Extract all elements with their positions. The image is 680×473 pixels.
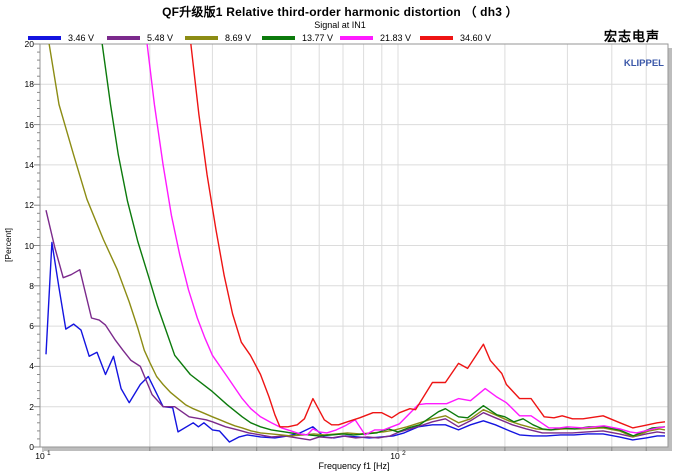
legend-item: 8.69 V	[185, 32, 251, 43]
y-tick-label: 8	[29, 280, 34, 291]
y-tick-label: 0	[29, 442, 34, 452]
x-axis-label: Frequency f1 [Hz]	[318, 461, 390, 471]
legend-swatch	[28, 35, 61, 40]
legend-swatch	[107, 35, 140, 40]
distortion-curves	[45, 44, 666, 443]
y-tick-label: 16	[24, 119, 34, 130]
x-tick-label: 10 2	[390, 450, 406, 461]
y-tick-label: 4	[29, 361, 34, 372]
y-tick-label: 14	[24, 159, 34, 170]
legend-label: 13.77 V	[302, 32, 334, 43]
curve-346V	[45, 241, 665, 443]
y-tick-label: 18	[24, 79, 34, 90]
y-tick-label: 10	[24, 240, 34, 251]
klippel-brand-label: KLIPPEL	[623, 58, 664, 69]
legend-swatch	[262, 35, 295, 40]
chart-title: QF升级版1 Relative third-order harmonic dis…	[162, 5, 518, 19]
gridlines	[40, 44, 668, 447]
legend-label: 3.46 V	[68, 32, 95, 43]
x-tick-label: 10 1	[35, 450, 51, 461]
chart-subtitle: Signal at IN1	[314, 20, 366, 30]
legend-item: 34.60 V	[420, 32, 491, 43]
y-tick-label: 2	[29, 401, 34, 412]
legend-item: 13.77 V	[262, 32, 333, 43]
y-tick-label: 20	[24, 39, 34, 49]
y-tick-label: 12	[24, 200, 34, 211]
axis-ticks	[34, 43, 647, 452]
legend-label: 5.48 V	[147, 32, 174, 43]
legend-swatch	[340, 35, 373, 40]
legend-swatch	[420, 35, 453, 40]
legend-item: 5.48 V	[107, 32, 173, 43]
plot-shadow-bottom	[44, 447, 672, 451]
y-tick-label: 6	[29, 321, 34, 332]
legend-label: 21.83 V	[380, 32, 412, 43]
legend-label: 34.60 V	[460, 32, 492, 43]
curve-548V	[45, 210, 666, 441]
plot-shadow-right	[668, 48, 672, 451]
legend-label: 8.69 V	[225, 32, 252, 43]
legend-item: 3.46 V	[28, 32, 94, 43]
legend-item: 21.83 V	[340, 32, 411, 43]
curve-2183V	[146, 44, 666, 436]
curve-1377V	[101, 44, 666, 437]
company-watermark: 宏志电声	[603, 29, 660, 44]
curve-3460V	[190, 44, 666, 429]
legend-swatch	[185, 35, 218, 40]
